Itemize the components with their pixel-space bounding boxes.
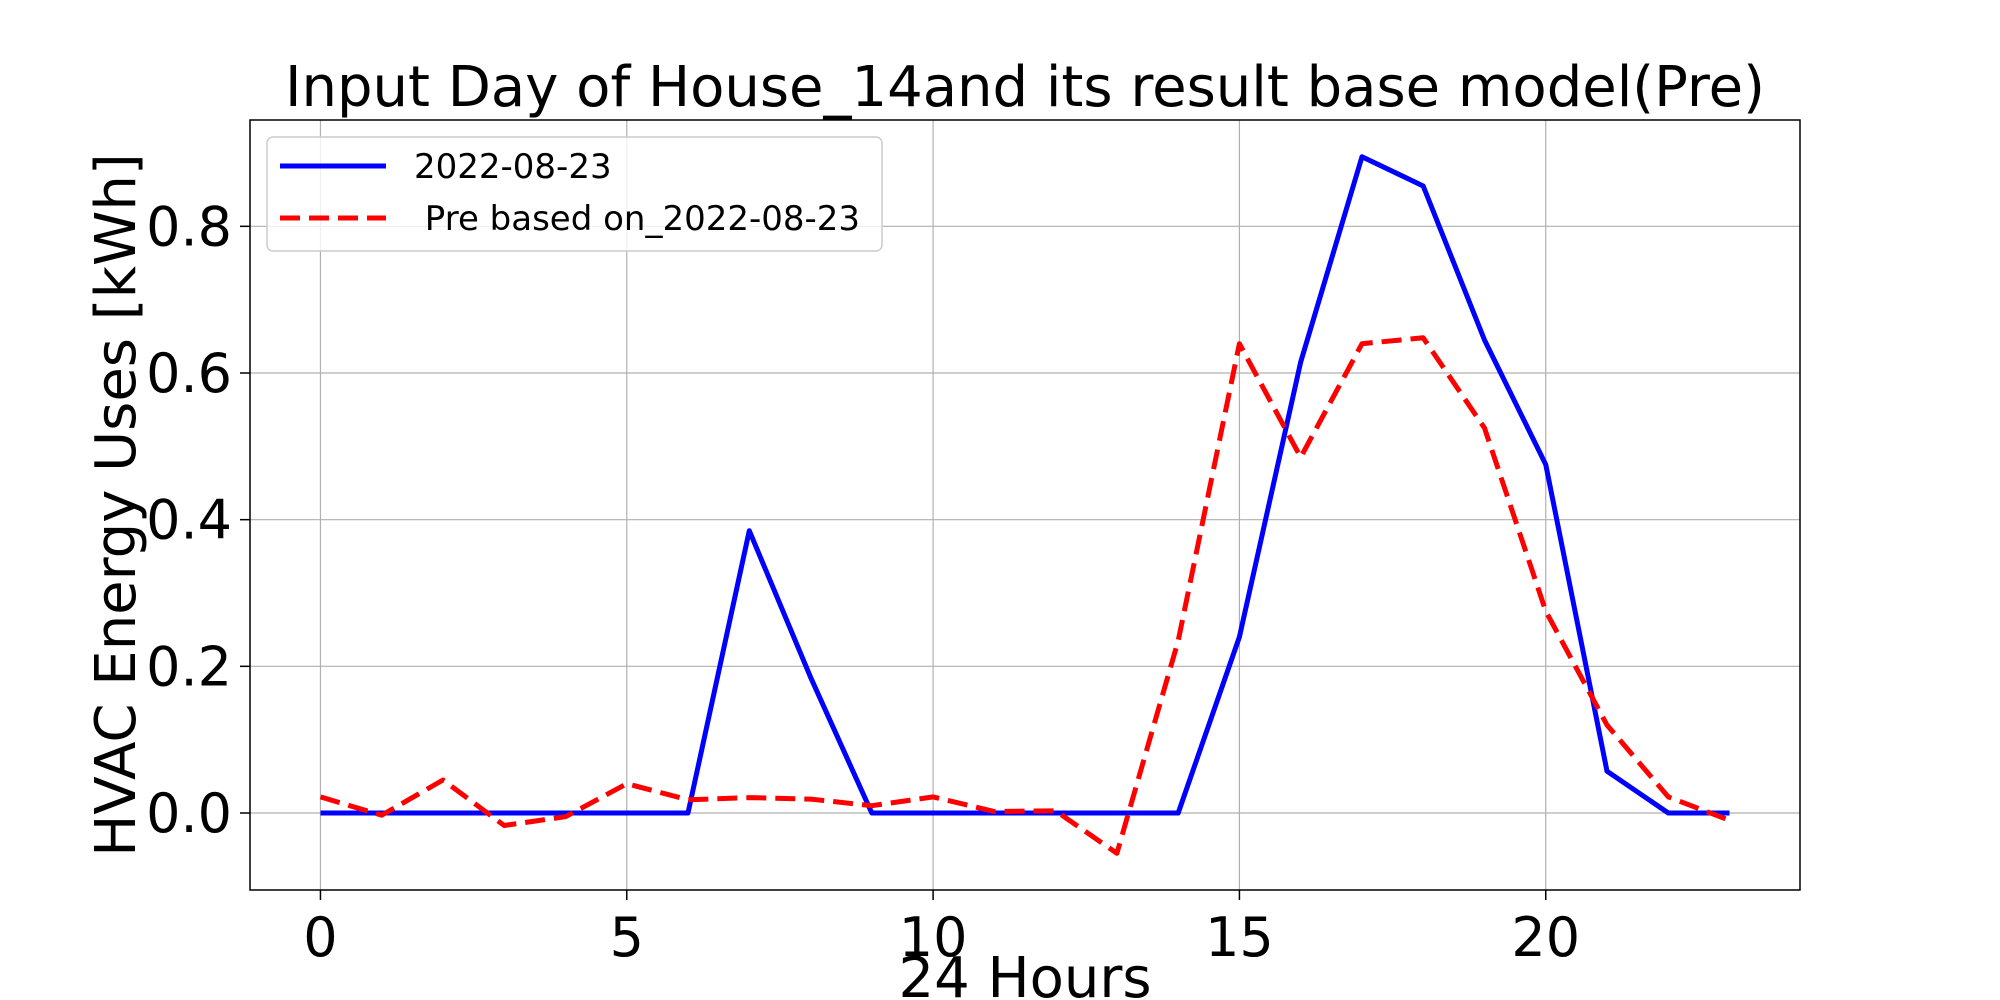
- x-tick-label: 5: [610, 906, 644, 969]
- x-tick-label: 0: [303, 906, 337, 969]
- legend-label-observed: 2022-08-23: [414, 147, 612, 187]
- legend: 2022-08-23 Pre based on_2022-08-23: [266, 136, 883, 252]
- plot-frame: [249, 119, 1801, 891]
- y-tick-label: 0.6: [146, 342, 232, 405]
- y-tick-label: 0.0: [146, 782, 232, 845]
- tick-layer: 0 5 10 15 20 0.0 0.2 0.4 0.6 0.8: [146, 195, 1580, 969]
- y-tick-label: 0.8: [146, 195, 232, 258]
- x-axis-label: 24 Hours: [898, 946, 1151, 1000]
- legend-box: [266, 136, 883, 252]
- y-tick-label: 0.2: [146, 635, 232, 698]
- legend-label-predicted: Pre based on_2022-08-23: [414, 199, 860, 239]
- y-axis-label: HVAC Energy Uses [kWh]: [84, 153, 149, 857]
- chart-title: Input Day of House_14and its result base…: [285, 55, 1765, 120]
- y-tick-label: 0.4: [146, 489, 232, 552]
- x-tick-label: 20: [1511, 906, 1580, 969]
- series-line-observed: [320, 154, 1730, 816]
- x-tick-label: 15: [1205, 906, 1274, 969]
- x-tick-label: 10: [899, 906, 968, 969]
- series-layer: [319, 154, 1731, 856]
- series-line-predicted: [319, 335, 1731, 856]
